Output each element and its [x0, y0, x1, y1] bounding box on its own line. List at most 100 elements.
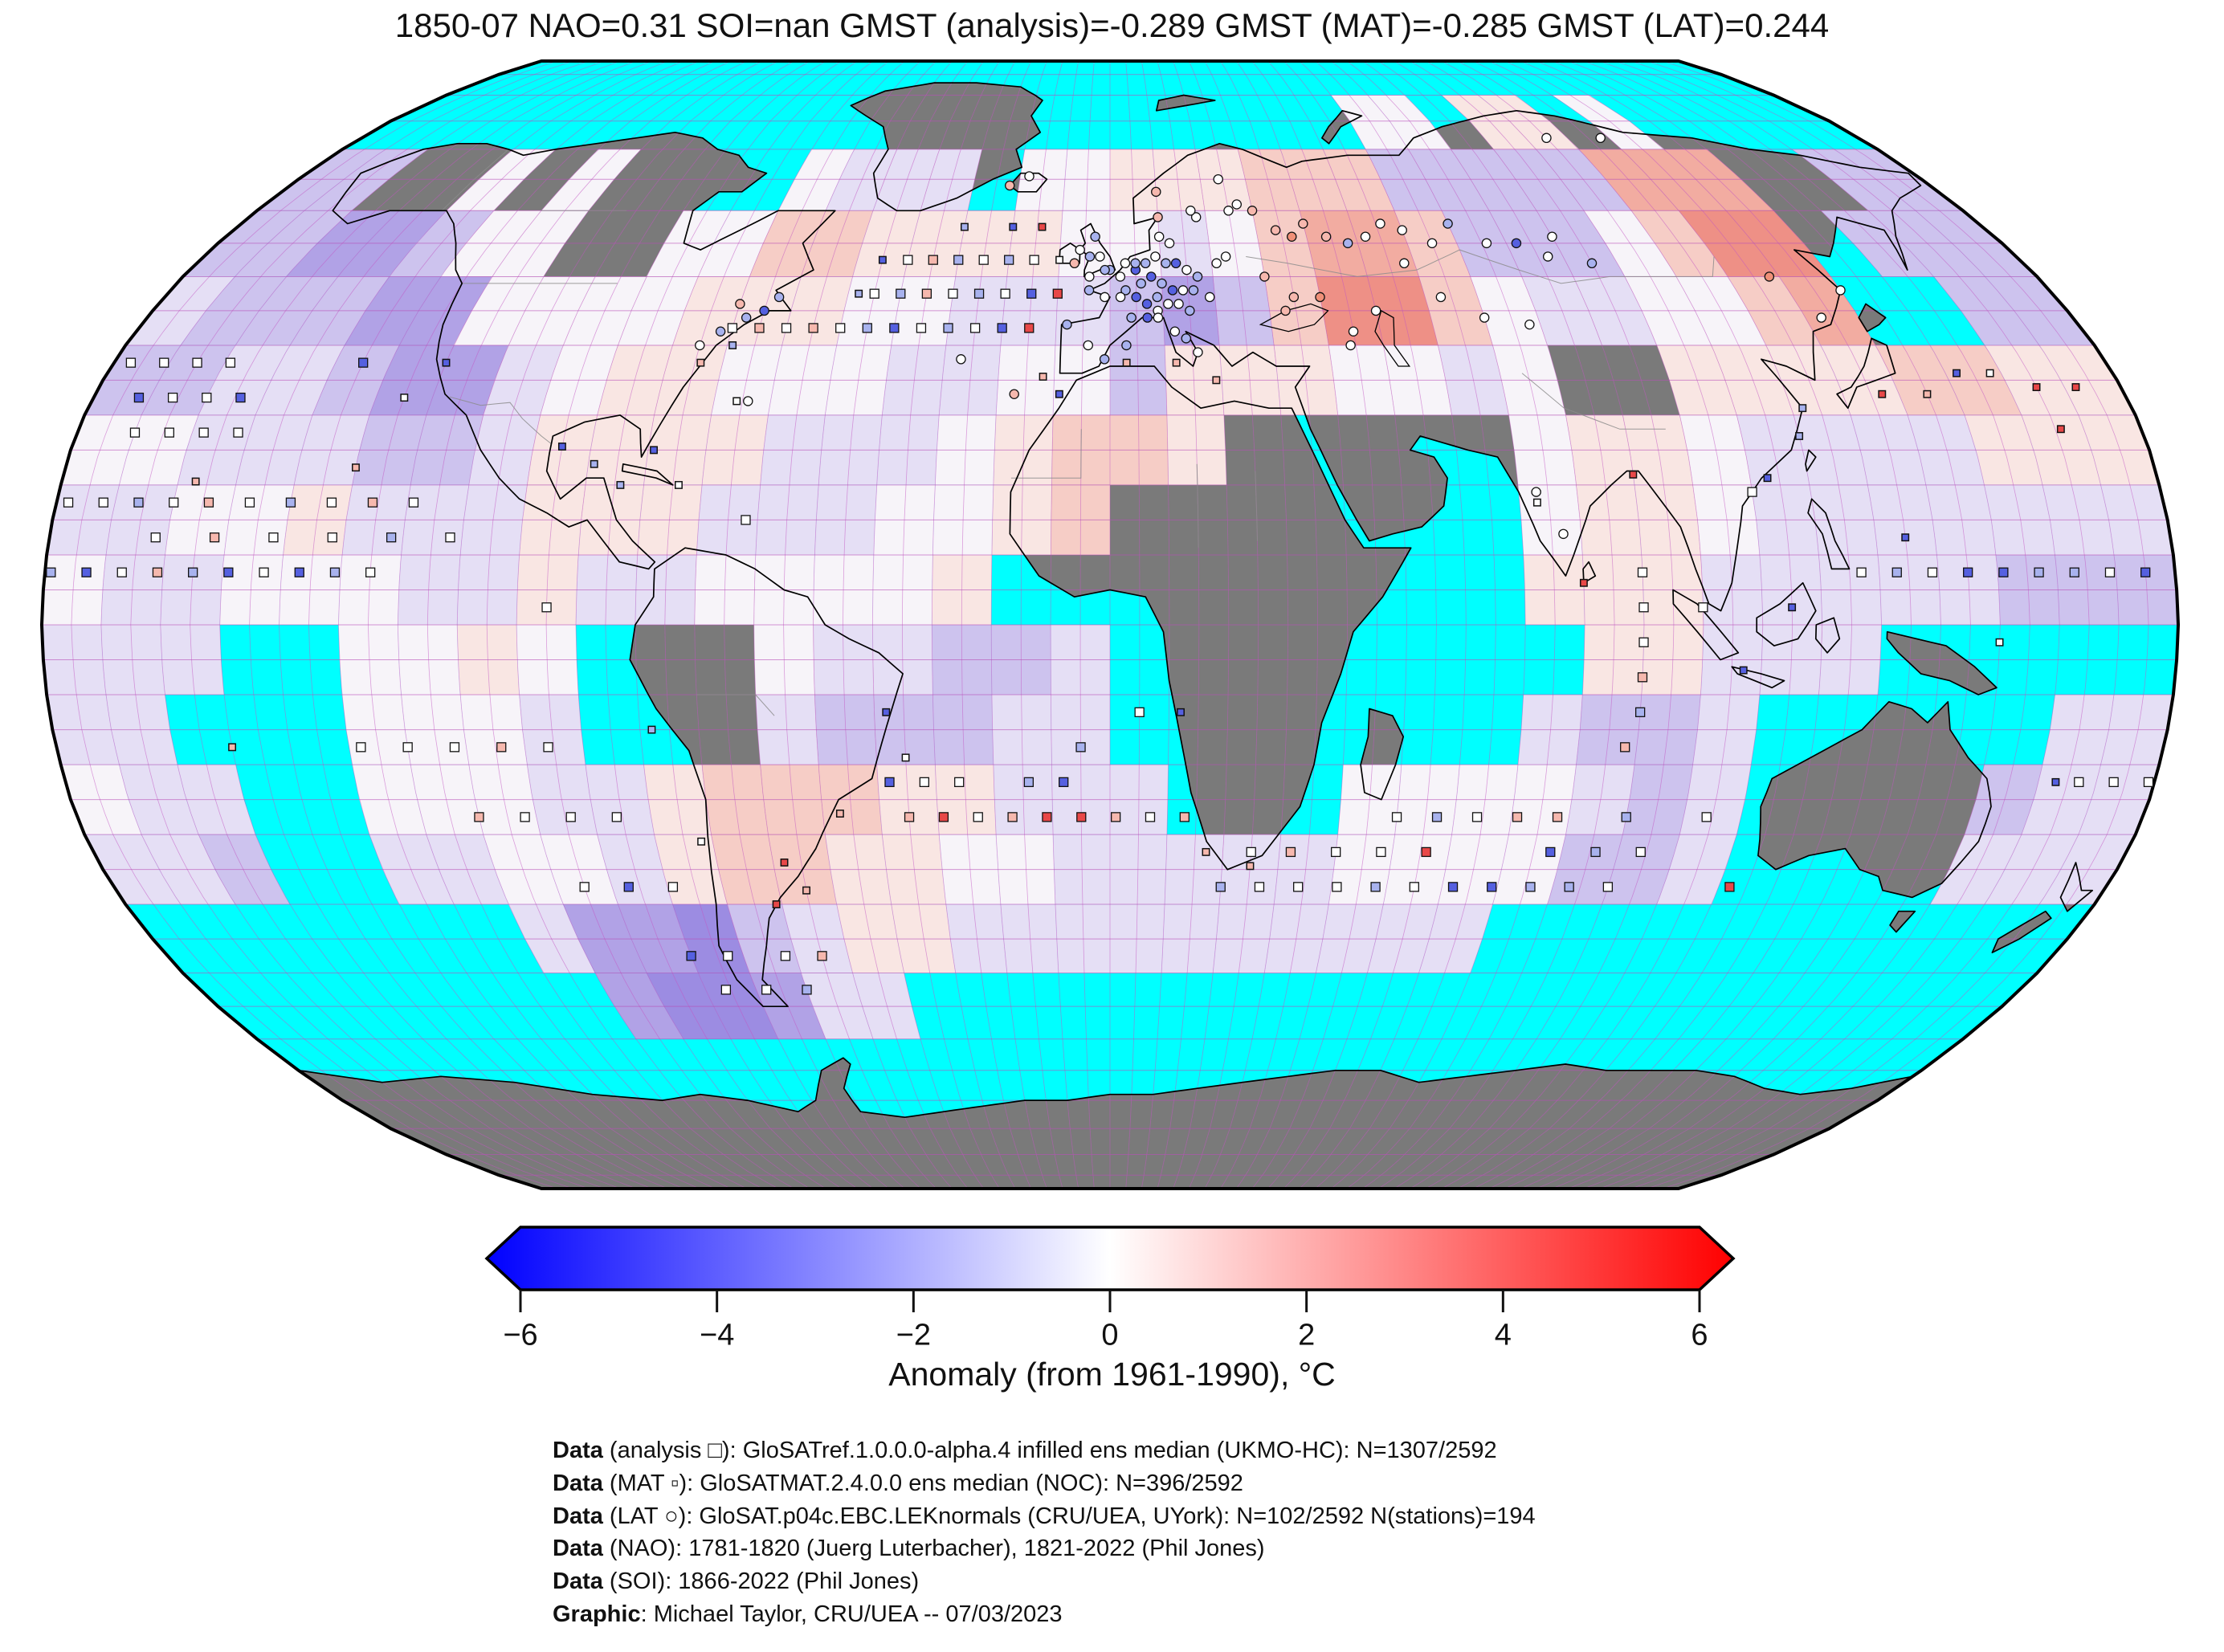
analysis-marker — [919, 777, 930, 788]
analysis-marker — [928, 255, 938, 265]
analysis-marker — [1620, 742, 1630, 753]
analysis-marker — [1391, 812, 1402, 822]
mat-marker — [2051, 777, 2060, 786]
lat-marker — [1167, 285, 1178, 296]
analysis-marker — [953, 255, 964, 265]
mat-marker — [228, 743, 237, 752]
analysis-marker — [235, 392, 246, 403]
lat-marker — [1069, 258, 1080, 269]
lat-marker — [1177, 285, 1189, 296]
mat-marker — [616, 480, 625, 489]
lat-marker — [1181, 264, 1192, 275]
lat-marker — [1121, 340, 1132, 351]
lat-marker — [1586, 258, 1598, 269]
mat-marker — [1039, 373, 1047, 381]
analysis-marker — [203, 497, 214, 508]
lat-marker — [1130, 258, 1141, 269]
lat-marker — [1835, 285, 1846, 296]
lat-marker — [1435, 292, 1447, 303]
lat-marker — [1161, 258, 1171, 269]
mat-marker — [1055, 390, 1063, 398]
analysis-marker — [367, 497, 378, 508]
lat-marker — [695, 340, 705, 351]
lat-marker — [1115, 271, 1126, 282]
lat-marker — [1443, 218, 1453, 229]
colorbar-tick-label: −2 — [896, 1318, 931, 1352]
analysis-marker — [1635, 846, 1646, 858]
analysis-marker — [1638, 637, 1649, 647]
mat-marker — [835, 810, 844, 818]
lat-marker — [1204, 292, 1215, 303]
mat-marker — [1532, 498, 1541, 507]
lat-marker — [1126, 312, 1136, 323]
lat-marker — [1370, 305, 1381, 316]
analysis-marker — [720, 985, 732, 995]
analysis-marker — [1471, 812, 1483, 822]
analysis-marker — [565, 812, 576, 822]
lat-marker — [1280, 305, 1291, 316]
mat-marker — [400, 394, 409, 402]
lat-marker — [1524, 319, 1535, 330]
mat-marker — [728, 341, 737, 349]
lat-marker — [1150, 251, 1161, 262]
lat-marker — [1084, 271, 1095, 282]
analysis-marker — [869, 288, 879, 299]
analysis-marker — [808, 323, 818, 333]
map-outline — [39, 59, 2181, 1190]
analysis-marker — [938, 812, 949, 822]
analysis-marker — [1007, 812, 1018, 822]
lat-marker — [773, 292, 785, 303]
lat-marker — [1288, 292, 1300, 303]
analysis-marker — [326, 497, 337, 508]
lat-marker — [1399, 258, 1410, 269]
analysis-marker — [723, 951, 733, 961]
lat-marker — [1163, 299, 1173, 309]
analysis-marker — [1512, 812, 1523, 822]
mat-marker — [2032, 383, 2041, 391]
analysis-marker — [611, 812, 622, 822]
country-borders — [441, 149, 1715, 716]
mat-marker — [1246, 862, 1255, 871]
analysis-marker — [188, 567, 198, 577]
analysis-marker — [159, 357, 169, 368]
lat-marker — [1193, 347, 1203, 357]
analysis-marker — [1134, 707, 1145, 717]
analysis-marker — [1487, 882, 1497, 892]
lat-marker — [1542, 251, 1553, 262]
colorbar-tick-label: 4 — [1495, 1318, 1512, 1352]
colorbar-gradient — [484, 1226, 1736, 1291]
lat-marker — [1287, 231, 1297, 242]
analysis-marker — [667, 882, 679, 892]
mat-marker — [1923, 390, 1932, 398]
analysis-marker — [1856, 567, 1867, 577]
analysis-marker — [921, 288, 932, 299]
analysis-marker — [1747, 487, 1757, 497]
mat-marker — [1795, 432, 1804, 440]
analysis-marker — [954, 777, 965, 788]
analysis-marker — [896, 288, 906, 299]
lat-marker — [1345, 340, 1356, 351]
analysis-marker — [943, 323, 953, 333]
analysis-marker — [780, 951, 791, 961]
analysis-marker — [164, 427, 174, 438]
analysis-marker — [1447, 882, 1459, 892]
lat-marker — [1024, 171, 1034, 182]
analysis-marker — [727, 323, 738, 333]
figure-title: 1850-07 NAO=0.31 SOI=nan GMST (analysis)… — [394, 6, 1830, 44]
analysis-marker — [1052, 288, 1063, 299]
analysis-marker — [997, 323, 1007, 333]
analysis-marker — [1332, 882, 1342, 892]
analysis-marker — [884, 777, 895, 788]
analysis-marker — [1701, 812, 1712, 822]
mat-marker — [1629, 470, 1638, 479]
analysis-marker — [2108, 777, 2119, 788]
credit-line-graphic: Graphic: Michael Taylor, CRU/UEA -- 07/0… — [553, 1601, 1063, 1627]
lat-marker — [1100, 292, 1110, 303]
analysis-marker — [1927, 567, 1938, 577]
mat-marker — [1995, 638, 2004, 647]
land-tasmania — [1890, 911, 1916, 932]
lat-marker — [1004, 180, 1015, 191]
mat-marker — [191, 477, 200, 486]
lat-marker — [1142, 312, 1153, 323]
